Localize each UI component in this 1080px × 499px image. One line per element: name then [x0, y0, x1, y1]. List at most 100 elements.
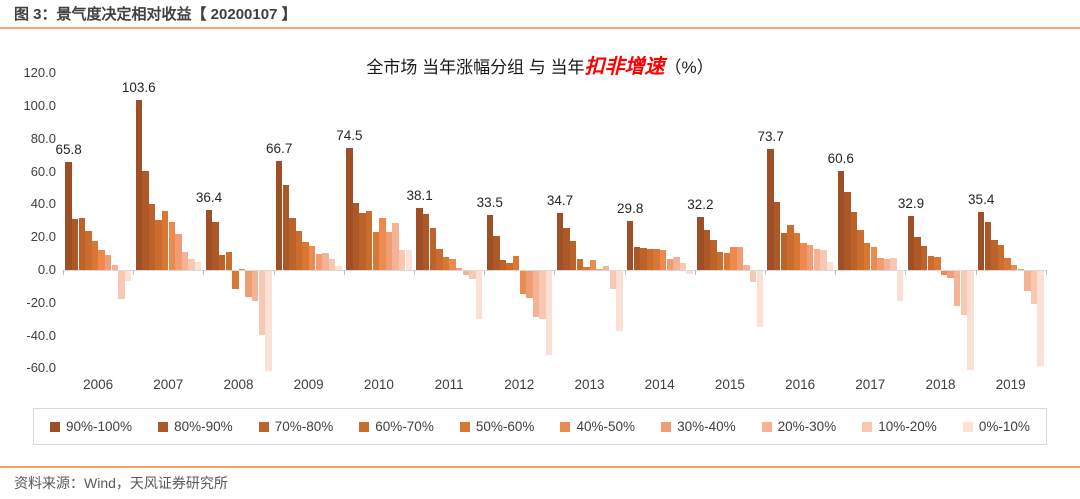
bar-2010-10%-20% — [398, 250, 406, 270]
bar-2010-60%-70% — [365, 210, 373, 270]
bar-2017-60%-70% — [857, 229, 864, 270]
bar-2018-80%-90% — [914, 237, 921, 270]
bar-2012-30%-40% — [526, 271, 533, 299]
y-axis-tick-label: 0.0 — [37, 262, 56, 277]
legend-label: 60%-70% — [375, 419, 434, 434]
bar-2012-90%-100% — [486, 215, 494, 270]
bar-2010-40%-50% — [379, 217, 386, 270]
bar-2011-50%-60% — [442, 256, 450, 270]
x-axis-year-label: 2016 — [785, 377, 816, 392]
x-axis-tickmark — [975, 270, 977, 275]
legend-swatch-icon — [560, 421, 571, 432]
bar-2011-0%-10% — [475, 271, 483, 320]
y-axis-tick-label: -40.0 — [26, 327, 56, 343]
legend-swatch-icon — [962, 421, 973, 432]
bar-2014-0%-10% — [686, 271, 693, 275]
bar-2018-50%-60% — [934, 256, 941, 270]
bar-2008-20%-30% — [251, 271, 259, 301]
bar-2017-20%-30% — [883, 258, 891, 270]
bar-2015-40%-50% — [730, 247, 737, 270]
bar-2008-60%-70% — [225, 251, 233, 270]
y-axis-tick-label: 120.0 — [23, 65, 56, 81]
bar-2012-80%-90% — [493, 236, 500, 270]
legend-swatch-icon — [359, 421, 370, 432]
bar-2009-10%-20% — [328, 259, 336, 270]
bar-2015-20%-30% — [743, 265, 750, 270]
bar-2009-50%-60% — [302, 242, 309, 270]
bar-2012-60%-70% — [506, 262, 513, 270]
bar-2014-10%-20% — [679, 263, 687, 270]
bar-value-label: 73.7 — [757, 129, 784, 145]
y-axis-tick-label: 20.0 — [30, 229, 56, 245]
bar-2015-70%-80% — [710, 239, 717, 270]
bar-2009-70%-80% — [289, 218, 296, 270]
chart-title-suffix: （%） — [664, 58, 714, 77]
legend-swatch-icon — [862, 421, 873, 432]
legend-label: 20%-30% — [777, 419, 837, 434]
x-axis-tickmark — [1045, 270, 1047, 275]
bar-2019-50%-60% — [1004, 257, 1011, 270]
bar-2018-90%-100% — [907, 216, 915, 270]
x-axis-year-label: 2007 — [153, 377, 184, 392]
bar-2019-60%-70% — [997, 244, 1005, 270]
bar-2007-40%-50% — [168, 221, 176, 270]
bar-2013-40%-50% — [589, 260, 597, 270]
bar-2008-70%-80% — [218, 255, 226, 270]
bar-2006-90%-100% — [65, 162, 72, 270]
x-axis-year-label: 2008 — [223, 377, 254, 392]
bar-2019-80%-90% — [984, 222, 992, 270]
legend-swatch-icon — [761, 421, 772, 432]
bar-2013-0%-10% — [616, 271, 623, 331]
figure-title: 图 3：景气度决定相对收益【 20200107 】 — [14, 6, 297, 23]
bar-2014-50%-60% — [653, 248, 660, 270]
bar-2019-20%-30% — [1024, 271, 1031, 291]
legend-item: 40%-50% — [560, 419, 635, 434]
legend-label: 70%-80% — [274, 419, 334, 434]
bar-2015-50%-60% — [723, 252, 731, 270]
bar-2007-70%-80% — [148, 204, 156, 270]
bar-2006-10%-20% — [118, 271, 125, 299]
bar-2006-40%-50% — [98, 250, 105, 270]
bar-2013-20%-30% — [602, 265, 610, 270]
chart-title-highlight: 扣非增速 — [584, 56, 665, 78]
x-axis-tickmark — [63, 270, 64, 275]
footer-divider — [0, 466, 1080, 468]
bar-2011-30%-40% — [455, 267, 463, 270]
bar-2010-30%-40% — [385, 232, 393, 270]
bar-2019-90%-100% — [977, 211, 985, 270]
bar-2016-20%-30% — [813, 248, 821, 270]
bar-2012-50%-60% — [512, 256, 520, 270]
bar-2018-60%-70% — [927, 256, 935, 270]
bar-2015-60%-70% — [716, 251, 724, 270]
bar-2017-50%-60% — [863, 242, 871, 270]
bar-2013-70%-80% — [569, 241, 577, 270]
x-axis-tickmark — [835, 270, 837, 275]
legend-label: 50%-60% — [475, 419, 535, 434]
bar-2011-60%-70% — [436, 248, 443, 270]
bar-2015-10%-20% — [749, 271, 757, 283]
bar-2017-10%-20% — [890, 257, 897, 270]
x-axis-tickmark — [624, 270, 626, 275]
y-axis-tick-label: 40.0 — [30, 196, 56, 212]
bar-2007-10%-20% — [188, 258, 195, 270]
bar-2010-90%-100% — [346, 147, 353, 270]
bar-2013-60%-70% — [576, 259, 584, 270]
bar-2009-80%-90% — [282, 184, 290, 270]
bar-value-label: 66.7 — [266, 140, 293, 156]
x-axis-tickmark — [414, 270, 415, 275]
y-axis-tick-label: 80.0 — [30, 130, 56, 146]
bar-2017-80%-90% — [844, 192, 851, 270]
bar-2008-0%-10% — [265, 271, 272, 371]
bar-2016-90%-100% — [767, 149, 774, 270]
chart-title-prefix: 全市场 当年涨幅分组 与 当年 — [366, 58, 585, 77]
legend-item: 10%-20% — [862, 419, 937, 434]
bar-value-label: 29.8 — [617, 201, 644, 217]
bar-2009-0%-10% — [335, 265, 342, 270]
bar-2018-40%-50% — [940, 271, 948, 276]
x-axis-tickmark — [554, 270, 556, 275]
bar-value-label: 38.1 — [406, 187, 433, 203]
bar-2015-90%-100% — [697, 217, 704, 270]
x-axis-tickmark — [484, 270, 486, 275]
